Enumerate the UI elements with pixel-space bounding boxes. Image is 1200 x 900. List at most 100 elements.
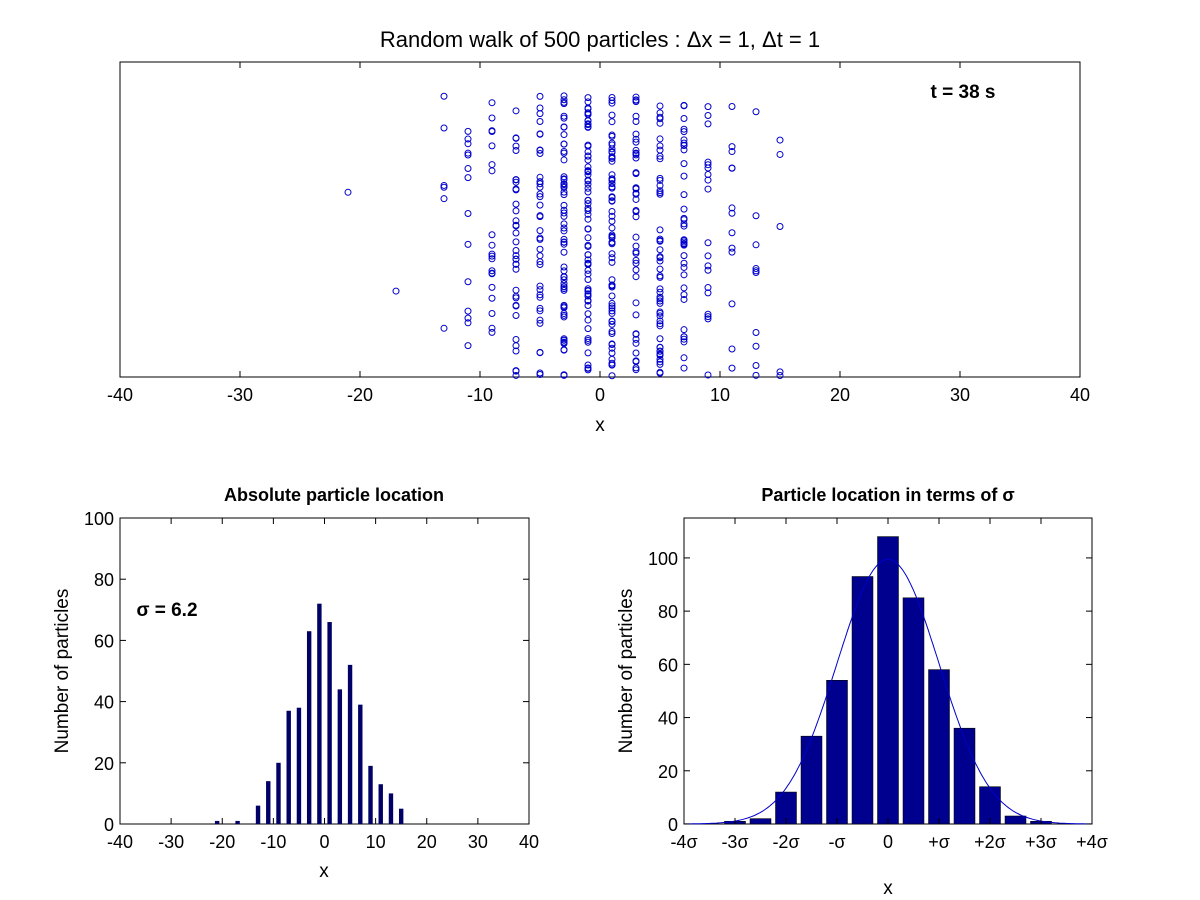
particle-point bbox=[512, 142, 520, 150]
particle-point bbox=[728, 209, 736, 217]
particle-point bbox=[680, 191, 688, 199]
particle-point bbox=[584, 336, 592, 344]
particle-point bbox=[752, 212, 760, 220]
particle-point bbox=[512, 147, 520, 155]
particle-point bbox=[608, 299, 616, 307]
particle-point bbox=[512, 217, 520, 225]
particle-point bbox=[608, 328, 616, 336]
particle-point bbox=[560, 131, 568, 139]
particle-point bbox=[536, 178, 544, 186]
particle-point bbox=[656, 312, 664, 320]
x-tick-label: -20 bbox=[347, 385, 373, 405]
particle-point bbox=[488, 294, 496, 302]
x-tick-label: -30 bbox=[158, 832, 184, 852]
particle-point bbox=[656, 135, 664, 143]
particle-point bbox=[680, 139, 688, 147]
gaussian-fit-curve bbox=[684, 558, 1092, 825]
particle-point bbox=[656, 368, 664, 376]
particle-point bbox=[584, 176, 592, 184]
particle-point bbox=[608, 180, 616, 188]
particle-point bbox=[536, 212, 544, 220]
particle-point bbox=[632, 213, 640, 221]
particle-point bbox=[680, 236, 688, 244]
particle-point bbox=[704, 313, 712, 321]
particle-point bbox=[728, 248, 736, 256]
particle-point bbox=[488, 309, 496, 317]
histogram-bar bbox=[235, 820, 240, 824]
particle-point bbox=[536, 173, 544, 181]
particle-point bbox=[488, 255, 496, 263]
particle-point bbox=[680, 354, 688, 362]
histogram-bar bbox=[749, 818, 772, 825]
particle-point bbox=[656, 152, 664, 160]
y-tick-label: 40 bbox=[94, 693, 114, 713]
histogram-bar bbox=[347, 664, 353, 824]
absolute-histogram-x-label: x bbox=[319, 861, 329, 882]
particle-point bbox=[464, 314, 472, 322]
particle-point bbox=[512, 229, 520, 237]
particle-point bbox=[464, 127, 472, 135]
particle-point bbox=[560, 285, 568, 293]
particle-point bbox=[680, 216, 688, 224]
particle-point bbox=[560, 96, 568, 104]
particle-point bbox=[608, 281, 616, 289]
particle-point bbox=[680, 338, 688, 346]
x-tick-label: -20 bbox=[209, 832, 235, 852]
particle-point bbox=[464, 278, 472, 286]
particle-point bbox=[632, 249, 640, 257]
particle-point bbox=[584, 286, 592, 294]
particle-point bbox=[608, 145, 616, 153]
particle-point bbox=[704, 185, 712, 193]
x-tick-label: 0 bbox=[319, 832, 329, 852]
particle-point bbox=[584, 366, 592, 374]
particle-point bbox=[536, 370, 544, 378]
x-tick-label: -2σ bbox=[772, 832, 799, 852]
y-tick-label: 100 bbox=[84, 509, 114, 529]
histogram-bar bbox=[398, 808, 404, 824]
particle-point bbox=[608, 250, 616, 258]
sigma-histogram-ticks: -4σ -3σ -2σ -σ 0 +σ +2σ +3σ +4σ 0 20 40 60 80 100 bbox=[648, 518, 1108, 852]
particle-point bbox=[632, 233, 640, 241]
particle-point bbox=[584, 290, 592, 298]
histogram-bar bbox=[296, 707, 302, 824]
particle-point bbox=[536, 234, 544, 242]
particle-point bbox=[560, 98, 568, 106]
particle-point bbox=[632, 259, 640, 267]
absolute-histogram-bars bbox=[214, 603, 404, 824]
particle-point bbox=[656, 237, 664, 245]
particle-point bbox=[608, 97, 616, 105]
particle-point bbox=[440, 324, 448, 332]
particle-point bbox=[632, 146, 640, 154]
particle-point bbox=[584, 148, 592, 156]
particle-point bbox=[656, 309, 664, 317]
x-tick-label: 20 bbox=[830, 385, 850, 405]
particle-point bbox=[608, 175, 616, 183]
particle-point bbox=[560, 346, 568, 354]
particle-point bbox=[704, 315, 712, 323]
particle-point bbox=[608, 231, 616, 239]
particle-point bbox=[584, 184, 592, 192]
scatter-points bbox=[344, 92, 784, 380]
particle-point bbox=[584, 121, 592, 129]
particle-point bbox=[536, 319, 544, 327]
particle-point bbox=[656, 113, 664, 121]
particle-point bbox=[632, 330, 640, 338]
particle-point bbox=[656, 142, 664, 150]
particle-point bbox=[656, 174, 664, 182]
y-tick-label: 80 bbox=[94, 570, 114, 590]
x-tick-label: 40 bbox=[1070, 385, 1090, 405]
particle-point bbox=[560, 263, 568, 271]
particle-point bbox=[488, 324, 496, 332]
particle-point bbox=[632, 357, 640, 365]
particle-point bbox=[560, 336, 568, 344]
particle-point bbox=[656, 288, 664, 296]
particle-point bbox=[560, 182, 568, 190]
x-tick-label: +4σ bbox=[1076, 832, 1108, 852]
particle-point bbox=[464, 165, 472, 173]
particle-point bbox=[560, 224, 568, 232]
particle-point bbox=[728, 164, 736, 172]
scatter-x-ticks: -40 -30 -20 -10 0 10 20 30 40 bbox=[107, 62, 1090, 405]
particle-point bbox=[488, 127, 496, 135]
particle-point bbox=[608, 111, 616, 119]
particle-point bbox=[512, 207, 520, 215]
